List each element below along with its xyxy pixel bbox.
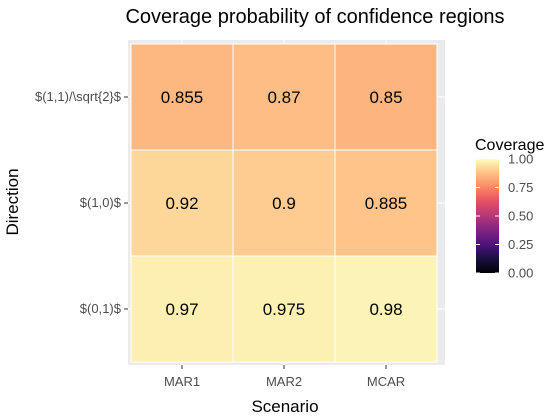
y-axis-title: Direction	[3, 168, 22, 235]
chart-title: Coverage probability of confidence regio…	[125, 6, 504, 28]
heatmap-tile	[232, 255, 336, 363]
x-axis-title: Scenario	[251, 397, 318, 416]
cell-value-label: 0.92	[165, 194, 198, 213]
heatmap-tiles	[130, 43, 438, 363]
y-tick-label: $(1,1)/\sqrt{2}$	[35, 89, 122, 104]
legend-tick-label: 0.00	[508, 266, 533, 281]
legend-tick-label: 0.50	[508, 209, 533, 224]
legend-tick-label: 0.25	[508, 237, 533, 252]
legend-ticks: 0.00 0.25 0.50 0.75 1.00	[476, 152, 533, 281]
heatmap-tile	[334, 255, 438, 363]
x-tick-label: MCAR	[367, 374, 405, 389]
legend: Coverage 0.00 0.25 0.50 0.75 1.00	[475, 137, 544, 281]
cell-value-label: 0.85	[369, 88, 402, 107]
legend-tick-label: 0.75	[508, 180, 533, 195]
cell-value-label: 0.885	[365, 194, 408, 213]
cell-value-label: 0.9	[272, 194, 296, 213]
cell-value-label: 0.98	[369, 300, 402, 319]
y-tick-label: $(0,1)$	[80, 301, 122, 316]
x-tick-label: MAR1	[164, 374, 200, 389]
cell-value-label: 0.975	[263, 300, 306, 319]
heatmap-tile	[334, 149, 438, 257]
legend-tick-label: 1.00	[508, 152, 533, 167]
y-tick-label: $(1,0)$	[80, 195, 122, 210]
cell-labels: 0.855 0.87 0.85 0.92 0.9 0.885 0.97 0.975 0.98	[161, 88, 408, 319]
cell-value-label: 0.855	[161, 88, 204, 107]
cell-value-label: 0.97	[165, 300, 198, 319]
legend-title: Coverage	[475, 137, 544, 154]
y-axis: $(1,1)/\sqrt{2}$ $(1,0)$ $(0,1)$	[35, 89, 128, 316]
x-tick-label: MAR2	[266, 374, 302, 389]
x-axis: MAR1 MAR2 MCAR	[164, 365, 405, 389]
cell-value-label: 0.87	[267, 88, 300, 107]
heatmap-tile	[130, 255, 234, 363]
legend-colorbar	[476, 159, 499, 273]
